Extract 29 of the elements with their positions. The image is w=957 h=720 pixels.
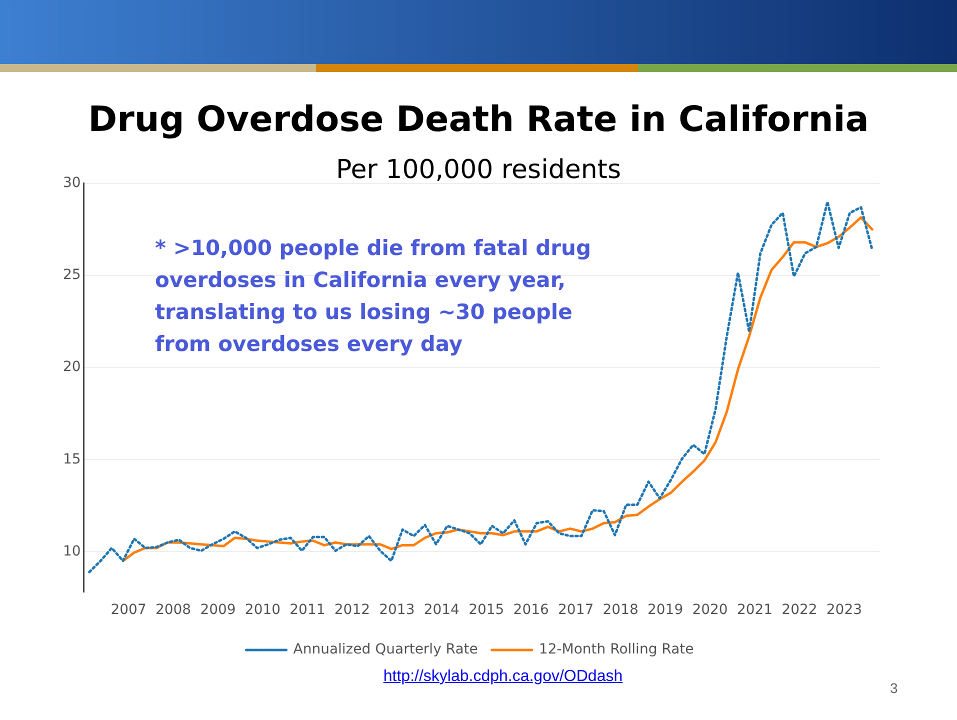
legend-label: Annualized Quarterly Rate: [293, 642, 478, 658]
y-tick-label: 30: [62, 175, 81, 192]
x-tick-label: 2017: [558, 602, 594, 618]
annotation: * >10,000 people die from fatal drug overdoses in California every year, translating to us losing ~30 people from overdoses every day: [155, 235, 592, 358]
x-tick-label: 2009: [200, 602, 236, 618]
x-tick-label: 2014: [424, 602, 460, 618]
y-tick-label: 25: [62, 267, 81, 284]
x-tick-label: 2020: [692, 602, 728, 618]
x-tick-label: 2007: [110, 602, 146, 618]
x-tick-label: 2021: [736, 602, 773, 618]
x-tick-label: 2016: [513, 602, 550, 618]
x-tick-label: 2010: [244, 602, 281, 618]
text: 3: [890, 680, 898, 696]
y-tick-label: 20: [62, 359, 81, 376]
legend-label: 12-Month Rolling Rate: [538, 642, 694, 658]
x-tick-label: 2012: [334, 602, 370, 618]
y-tick-label: 10: [62, 543, 81, 560]
x-tick-label: 2011: [290, 602, 326, 618]
chart-title: Drug Overdose Death Rate in California: [87, 100, 870, 140]
y-tick-label: 15: [62, 451, 81, 468]
x-tick-label: 2023: [826, 602, 862, 618]
x-tick-label: 2018: [602, 602, 638, 618]
x-tick-label: 2015: [468, 602, 504, 618]
x-tick-label: 2022: [782, 602, 818, 618]
x-tick-label: 2013: [379, 602, 415, 618]
text: http://skylab.cdph.ca.gov/ODdash: [382, 668, 624, 686]
x-tick-label: 2008: [155, 602, 192, 618]
x-tick-label: 2019: [647, 602, 684, 618]
chart-subtitle: Per 100,000 residents: [336, 155, 622, 185]
